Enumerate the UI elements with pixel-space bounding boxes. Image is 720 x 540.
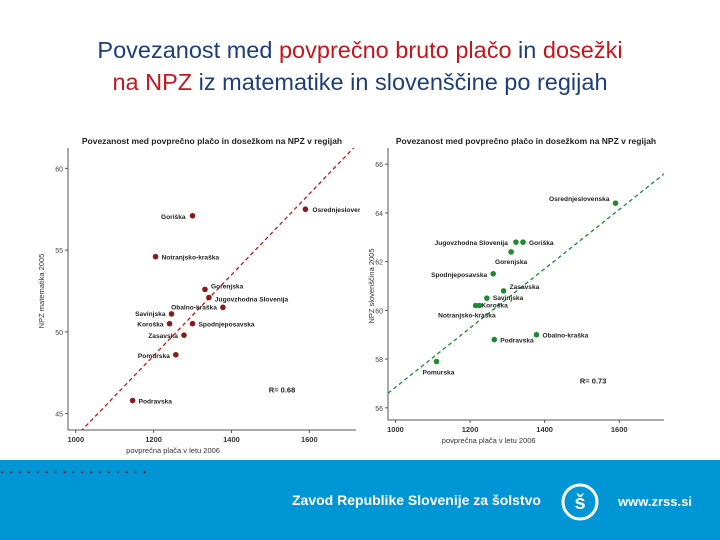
data-label: Podravska xyxy=(139,399,173,406)
data-label: Goriška xyxy=(529,240,554,247)
x-tick-label: 1400 xyxy=(536,425,553,434)
data-point xyxy=(129,397,136,404)
data-label: Savinjska xyxy=(493,295,524,302)
data-label: Savinjska xyxy=(135,311,166,318)
data-point xyxy=(173,351,179,358)
data-point xyxy=(508,249,514,255)
svg-text:š: š xyxy=(574,492,585,514)
y-tick-label: 56 xyxy=(375,406,383,413)
chart-math: Povezanost med povprečno plačo in dosežk… xyxy=(37,128,373,458)
title-text: Povezanost med xyxy=(97,37,279,63)
data-point xyxy=(181,332,187,338)
x-tick-label: 1200 xyxy=(145,435,162,444)
data-label: Osrednjeslovenska xyxy=(549,196,610,203)
data-point xyxy=(302,206,309,213)
r-annotation: R= 0.68 xyxy=(269,385,295,394)
chart-math-svg: Povezanost med povprečno plačo in dosežk… xyxy=(37,136,373,455)
data-label: Koroška xyxy=(137,322,164,329)
data-label: Gorenjska xyxy=(495,259,528,266)
data-label: Spodnjeposavska xyxy=(431,272,487,279)
y-tick-label: 64 xyxy=(375,211,383,218)
title-text: iz matematike in slovenščine po regijah xyxy=(192,69,608,95)
data-point xyxy=(484,295,490,301)
y-tick-label: 55 xyxy=(55,248,63,255)
y-tick-label: 66 xyxy=(375,162,383,169)
x-tick-label: 1600 xyxy=(301,435,318,444)
x-axis-label: povprečna plača v letu 2006 xyxy=(442,436,536,445)
y-axis-label: NPZ matematika 2005 xyxy=(38,254,46,329)
footer-dots: . . . . . . . . . . . . . . . . . xyxy=(0,460,147,477)
title-text: in xyxy=(511,37,543,63)
data-label: Obalno-kraška xyxy=(171,304,217,311)
y-tick-label: 60 xyxy=(55,166,63,173)
x-tick-label: 1000 xyxy=(387,425,404,434)
data-point xyxy=(168,311,175,317)
title-highlight-salary: povprečno bruto plačo xyxy=(278,37,512,63)
trend-line xyxy=(388,173,664,394)
data-label: Pomurska xyxy=(422,370,454,377)
data-label: Pomurska xyxy=(138,353,170,360)
data-label: Spodnjeposavska xyxy=(199,322,255,329)
data-point xyxy=(500,288,507,294)
chart-slovene-svg: Povezanost med povprečno plačo in dosežk… xyxy=(367,136,664,445)
title-highlight-achievement: dosežki xyxy=(542,37,623,63)
trend-line xyxy=(81,148,355,430)
x-tick-label: 1400 xyxy=(223,435,240,444)
slide-title-line-2: na NPZ iz matematike in slovenščine po r… xyxy=(20,66,700,98)
data-point xyxy=(206,294,212,301)
y-tick-label: 60 xyxy=(375,308,383,315)
x-tick-label: 1200 xyxy=(462,425,479,434)
slide-title: Povezanost med povprečno bruto plačo in … xyxy=(20,34,700,98)
data-point xyxy=(166,320,173,327)
chart-title: Povezanost med povprečno plačo in dosežk… xyxy=(82,136,342,146)
data-point xyxy=(533,331,540,338)
y-tick-label: 50 xyxy=(55,330,63,337)
data-label: Goriška xyxy=(161,214,186,221)
data-point xyxy=(491,336,498,343)
data-label: Osrednjeslovenska xyxy=(312,207,360,214)
data-point xyxy=(220,304,226,311)
x-tick-label: 1000 xyxy=(67,435,84,444)
data-label: Koroška xyxy=(481,302,508,309)
data-label: Obalno-kraška xyxy=(542,333,588,340)
data-label: Podravska xyxy=(500,338,534,345)
data-point xyxy=(513,239,519,245)
y-tick-label: 62 xyxy=(375,260,383,267)
data-point xyxy=(152,253,159,260)
x-tick-label: 1600 xyxy=(611,425,628,434)
data-point xyxy=(189,320,196,327)
data-label: Jugovzhodna Slovenija xyxy=(215,297,289,304)
y-tick-label: 45 xyxy=(55,412,63,419)
data-point xyxy=(189,212,196,219)
data-point xyxy=(612,200,619,206)
data-label: Zasavska xyxy=(510,284,540,291)
data-point xyxy=(202,286,208,293)
data-label: Jugovzhodna Slovenija xyxy=(435,240,509,247)
data-label: Gorenjska xyxy=(211,283,244,290)
data-label: Notranjsko-kraška xyxy=(162,255,220,262)
data-label: Notranjsko-kraška xyxy=(438,312,496,319)
data-point xyxy=(433,358,440,365)
y-tick-label: 58 xyxy=(375,357,383,364)
title-highlight-npz: na NPZ xyxy=(112,69,193,95)
data-point xyxy=(490,271,496,277)
x-axis-label: povprečna plača v letu 2006 xyxy=(126,446,220,455)
zrss-logo-icon: š xyxy=(561,483,599,521)
chart-slovene: Povezanost med povprečno plačo in dosežk… xyxy=(366,128,668,458)
chart-title: Povezanost med povprečno plačo in dosežk… xyxy=(396,136,656,146)
data-point xyxy=(520,239,526,245)
data-label: Zasavska xyxy=(148,333,178,340)
slide-title-line-1: Povezanost med povprečno bruto plačo in … xyxy=(20,34,700,66)
r-annotation: R= 0.73 xyxy=(580,376,606,385)
footer-url: www.zrss.si xyxy=(618,494,692,509)
footer-bar xyxy=(0,460,720,540)
data-point xyxy=(472,302,479,309)
footer-org-name: Zavod Republike Slovenije za šolstvo xyxy=(292,492,541,508)
y-axis-label: NPZ slovenščina 2005 xyxy=(367,248,376,323)
